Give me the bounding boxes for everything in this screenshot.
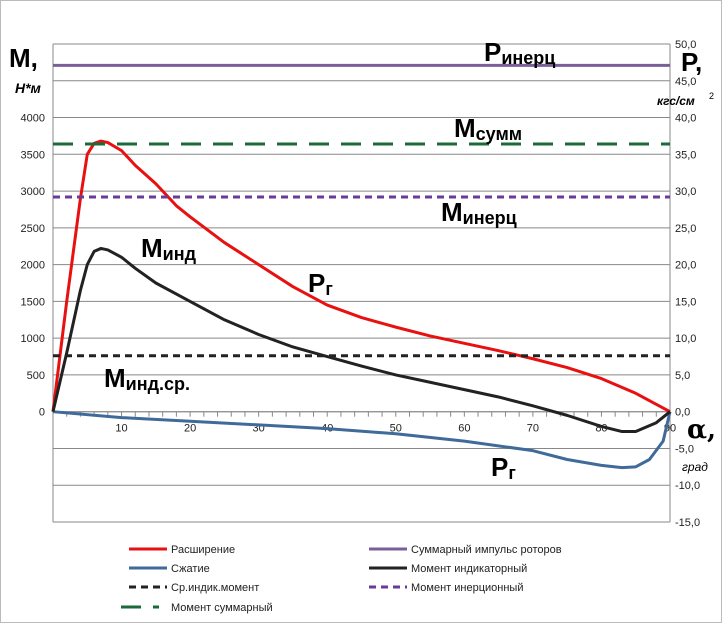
left-tick-label: 4000 [21, 113, 45, 125]
legend-label: Суммарный импульс роторов [411, 544, 562, 556]
right-tick-label: 25,0 [675, 223, 696, 235]
x-tick-label: 50 [390, 423, 402, 435]
right-tick-label: 0,0 [675, 407, 690, 419]
x-tick-label: 10 [115, 423, 127, 435]
legend-label: Ср.индик.момент [171, 582, 259, 594]
right-tick-label: 5,0 [675, 370, 690, 382]
legend-label: Момент суммарный [171, 602, 273, 614]
series-момент-индикаторный [51, 246, 671, 434]
right-tick-label: -10,0 [675, 480, 700, 492]
left-tick-label: 2500 [21, 223, 45, 235]
legend-label: Расширение [171, 544, 235, 556]
annotation-label: Mинд [141, 233, 197, 264]
x-axis-unit: град [682, 460, 708, 474]
right-tick-label: 50,0 [675, 39, 696, 51]
right-tick-label: 40,0 [675, 113, 696, 125]
right-tick-label: -15,0 [675, 517, 700, 529]
legend-label: Момент индикаторный [411, 563, 527, 575]
left-axis-title: M, [9, 43, 38, 73]
left-tick-label: 1500 [21, 296, 45, 308]
annotation-label: Pинерц [484, 37, 555, 68]
right-axis-unit-sup: 2 [709, 91, 714, 101]
legend-label: Сжатие [171, 563, 210, 575]
legend-label: Момент инерционный [411, 582, 523, 594]
right-tick-label: 20,0 [675, 260, 696, 272]
right-axis-unit: кгс/см [657, 94, 695, 108]
left-tick-label: 0 [39, 407, 45, 419]
left-tick-label: 500 [27, 370, 45, 382]
right-tick-label: 30,0 [675, 186, 696, 198]
right-axis-title: P, [681, 47, 702, 77]
left-tick-label: 1000 [21, 333, 45, 345]
annotation-label: Mинд.ср. [104, 363, 190, 394]
x-tick-label: 70 [527, 423, 539, 435]
left-tick-label: 3000 [21, 186, 45, 198]
right-tick-label: 35,0 [675, 149, 696, 161]
annotation-label: Pг [308, 268, 333, 299]
right-tick-label: 45,0 [675, 76, 696, 88]
right-tick-label: 15,0 [675, 296, 696, 308]
annotation-label: Mсумм [454, 113, 522, 144]
x-tick-label: 60 [458, 423, 470, 435]
left-tick-label: 2000 [21, 260, 45, 272]
x-axis-title: α, [687, 415, 716, 445]
x-tick-label: 20 [184, 423, 196, 435]
annotation-label: Mинерц [441, 197, 517, 228]
right-tick-label: -5,0 [675, 443, 694, 455]
left-axis-unit: Н*м [15, 80, 42, 96]
right-tick-label: 10,0 [675, 333, 696, 345]
series-сжатие [52, 410, 672, 470]
left-tick-label: 3500 [21, 149, 45, 161]
annotation-label: Pг [491, 452, 516, 483]
